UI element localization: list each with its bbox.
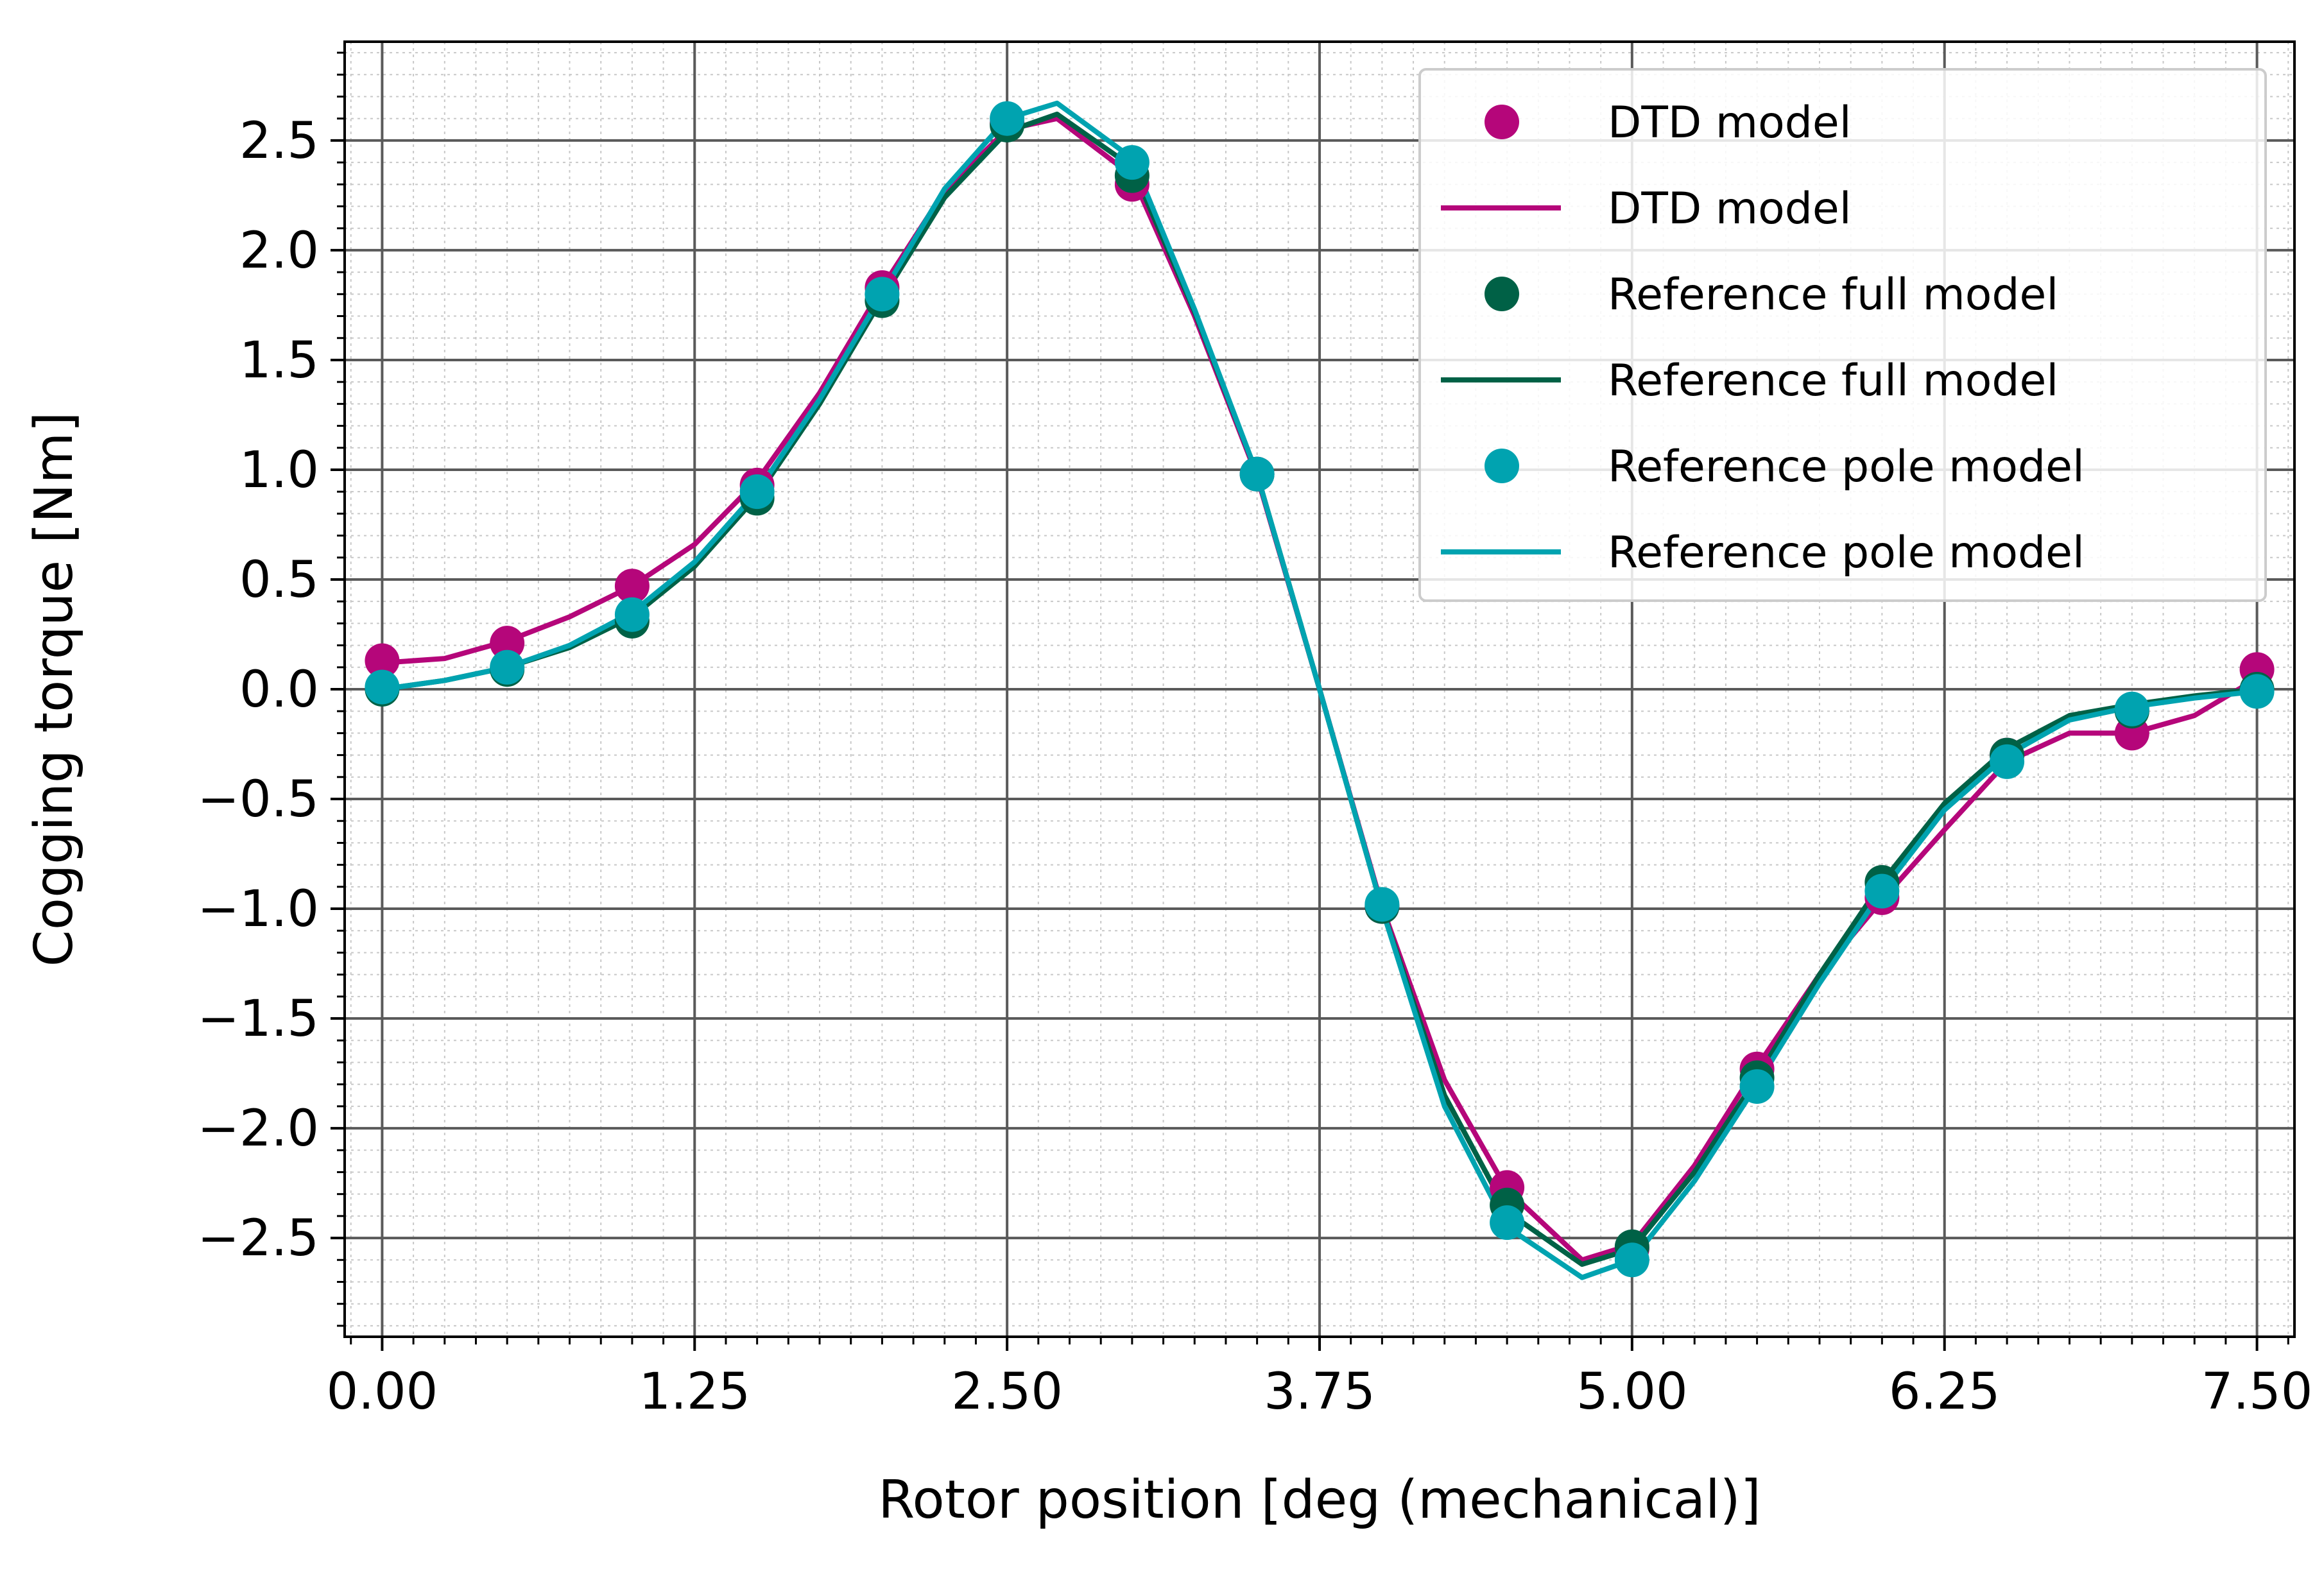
legend-marker	[1485, 449, 1519, 483]
data-point	[365, 669, 400, 705]
data-point	[1739, 1069, 1775, 1104]
data-point	[1864, 873, 1900, 909]
y-tick-label: −2.0	[198, 1100, 319, 1158]
data-point	[739, 474, 775, 510]
legend-label: DTD model	[1608, 98, 1852, 148]
y-tick-label: −2.5	[198, 1210, 319, 1267]
series-points	[365, 101, 2275, 1278]
x-axis-label: Rotor position [deg (mechanical)]	[878, 1470, 1761, 1531]
data-point	[1114, 145, 1149, 180]
legend-label: DTD model	[1608, 184, 1852, 234]
data-point	[1490, 1205, 1525, 1240]
x-tick-label: 3.75	[1264, 1363, 1375, 1421]
series-line	[379, 100, 2260, 1280]
legend-label: Reference full model	[1608, 356, 2058, 406]
legend-label: Reference pole model	[1608, 528, 2085, 578]
y-tick-labels: −2.5 −2.0 −1.5 −1.0 −0.5 0.0 0.5 1.0 1.5 2.0 2.5	[198, 112, 319, 1267]
data-point	[990, 101, 1025, 136]
x-tick-labels: 0.00 1.25 2.50 3.75 5.00 6.25 7.50	[327, 1363, 2313, 1421]
y-tick-label: 0.5	[239, 551, 319, 609]
data-point	[1364, 887, 1400, 922]
legend-label: Reference full model	[1608, 270, 2058, 320]
y-axis-label: Cogging torque [Nm]	[24, 412, 85, 967]
legend-marker	[1485, 105, 1519, 139]
data-point	[1614, 1242, 1649, 1278]
data-point	[2239, 674, 2275, 709]
data-point	[365, 643, 400, 678]
data-point	[614, 569, 650, 604]
x-tick-label: 6.25	[1889, 1363, 2001, 1421]
data-point	[2114, 691, 2149, 726]
legend-marker	[1485, 277, 1519, 311]
y-tick-label: 1.5	[239, 332, 319, 390]
x-tick-label: 1.25	[639, 1363, 750, 1421]
data-point	[865, 277, 900, 312]
x-tick-label: 7.50	[2201, 1363, 2313, 1421]
data-point	[490, 626, 525, 661]
x-tick-label: 0.00	[327, 1363, 438, 1421]
y-tick-label: 1.0	[239, 442, 319, 499]
data-point	[490, 649, 525, 685]
legend-label: Reference pole model	[1608, 442, 2085, 492]
y-tick-label: −1.5	[198, 990, 319, 1048]
data-point	[1990, 744, 2025, 779]
x-tick-label: 2.50	[951, 1363, 1063, 1421]
legend: DTD model DTD model Reference full model Re…	[1418, 68, 2267, 602]
y-tick-label: −0.5	[198, 771, 319, 828]
y-tick-label: 2.0	[239, 222, 319, 280]
y-tick-label: 0.0	[239, 661, 319, 719]
y-tick-label: −1.0	[198, 880, 319, 938]
axis-ticks	[331, 51, 2289, 1351]
legend-box	[1418, 68, 2267, 602]
y-tick-label: 2.5	[239, 112, 319, 170]
x-tick-label: 5.00	[1576, 1363, 1688, 1421]
data-point	[1239, 456, 1275, 492]
data-point	[614, 597, 650, 632]
series-lines	[379, 100, 2260, 1280]
